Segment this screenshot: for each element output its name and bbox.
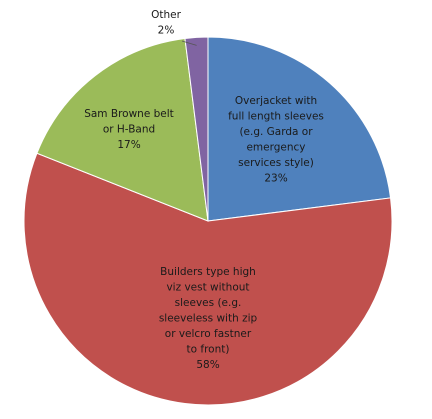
slice-label-line: services style) xyxy=(238,157,314,169)
slice-label-line: to front) xyxy=(187,344,230,356)
leader-line-other xyxy=(181,40,197,46)
slice-label-overjacket: Overjacket with full length sleeves (e.g. … xyxy=(228,95,324,185)
slice-label-line: full length sleeves xyxy=(228,111,324,123)
slice-label-builders-vest: Builders type high viz vest without sleeve… xyxy=(159,266,258,371)
slice-label-line: Builders type high xyxy=(160,266,256,278)
slice-builders-vest xyxy=(23,152,393,406)
slice-label-line: 58% xyxy=(196,359,219,371)
slice-other xyxy=(184,36,209,222)
slice-label-line: or H-Band xyxy=(103,124,155,136)
pie-slices xyxy=(23,36,393,406)
slice-label-line: 17% xyxy=(117,139,140,151)
slice-label-line: (e.g. Garda or xyxy=(239,126,313,138)
slice-label-line: sleeveless with zip xyxy=(159,313,258,325)
slice-sam-browne xyxy=(36,37,209,222)
leader-lines xyxy=(181,40,197,46)
slice-label-line: Other xyxy=(151,9,181,21)
slice-label-line: sleeves (e.g. xyxy=(175,297,242,309)
slice-label-line: viz vest without xyxy=(166,282,249,294)
slice-overjacket xyxy=(207,36,392,222)
slice-label-sam-browne: Sam Browne belt or H-Band 17% xyxy=(84,108,174,151)
slice-label-line: Sam Browne belt xyxy=(84,108,174,120)
slice-label-line: Overjacket with xyxy=(235,95,317,107)
slice-labels: Overjacket with full length sleeves (e.g. … xyxy=(84,9,324,371)
slice-label-line: emergency xyxy=(246,142,305,154)
slice-label-line: 23% xyxy=(264,173,287,185)
slice-label-line: 2% xyxy=(158,25,175,37)
slice-label-other: Other 2% xyxy=(151,9,181,37)
slice-label-line: or velcro fastner xyxy=(165,328,252,340)
